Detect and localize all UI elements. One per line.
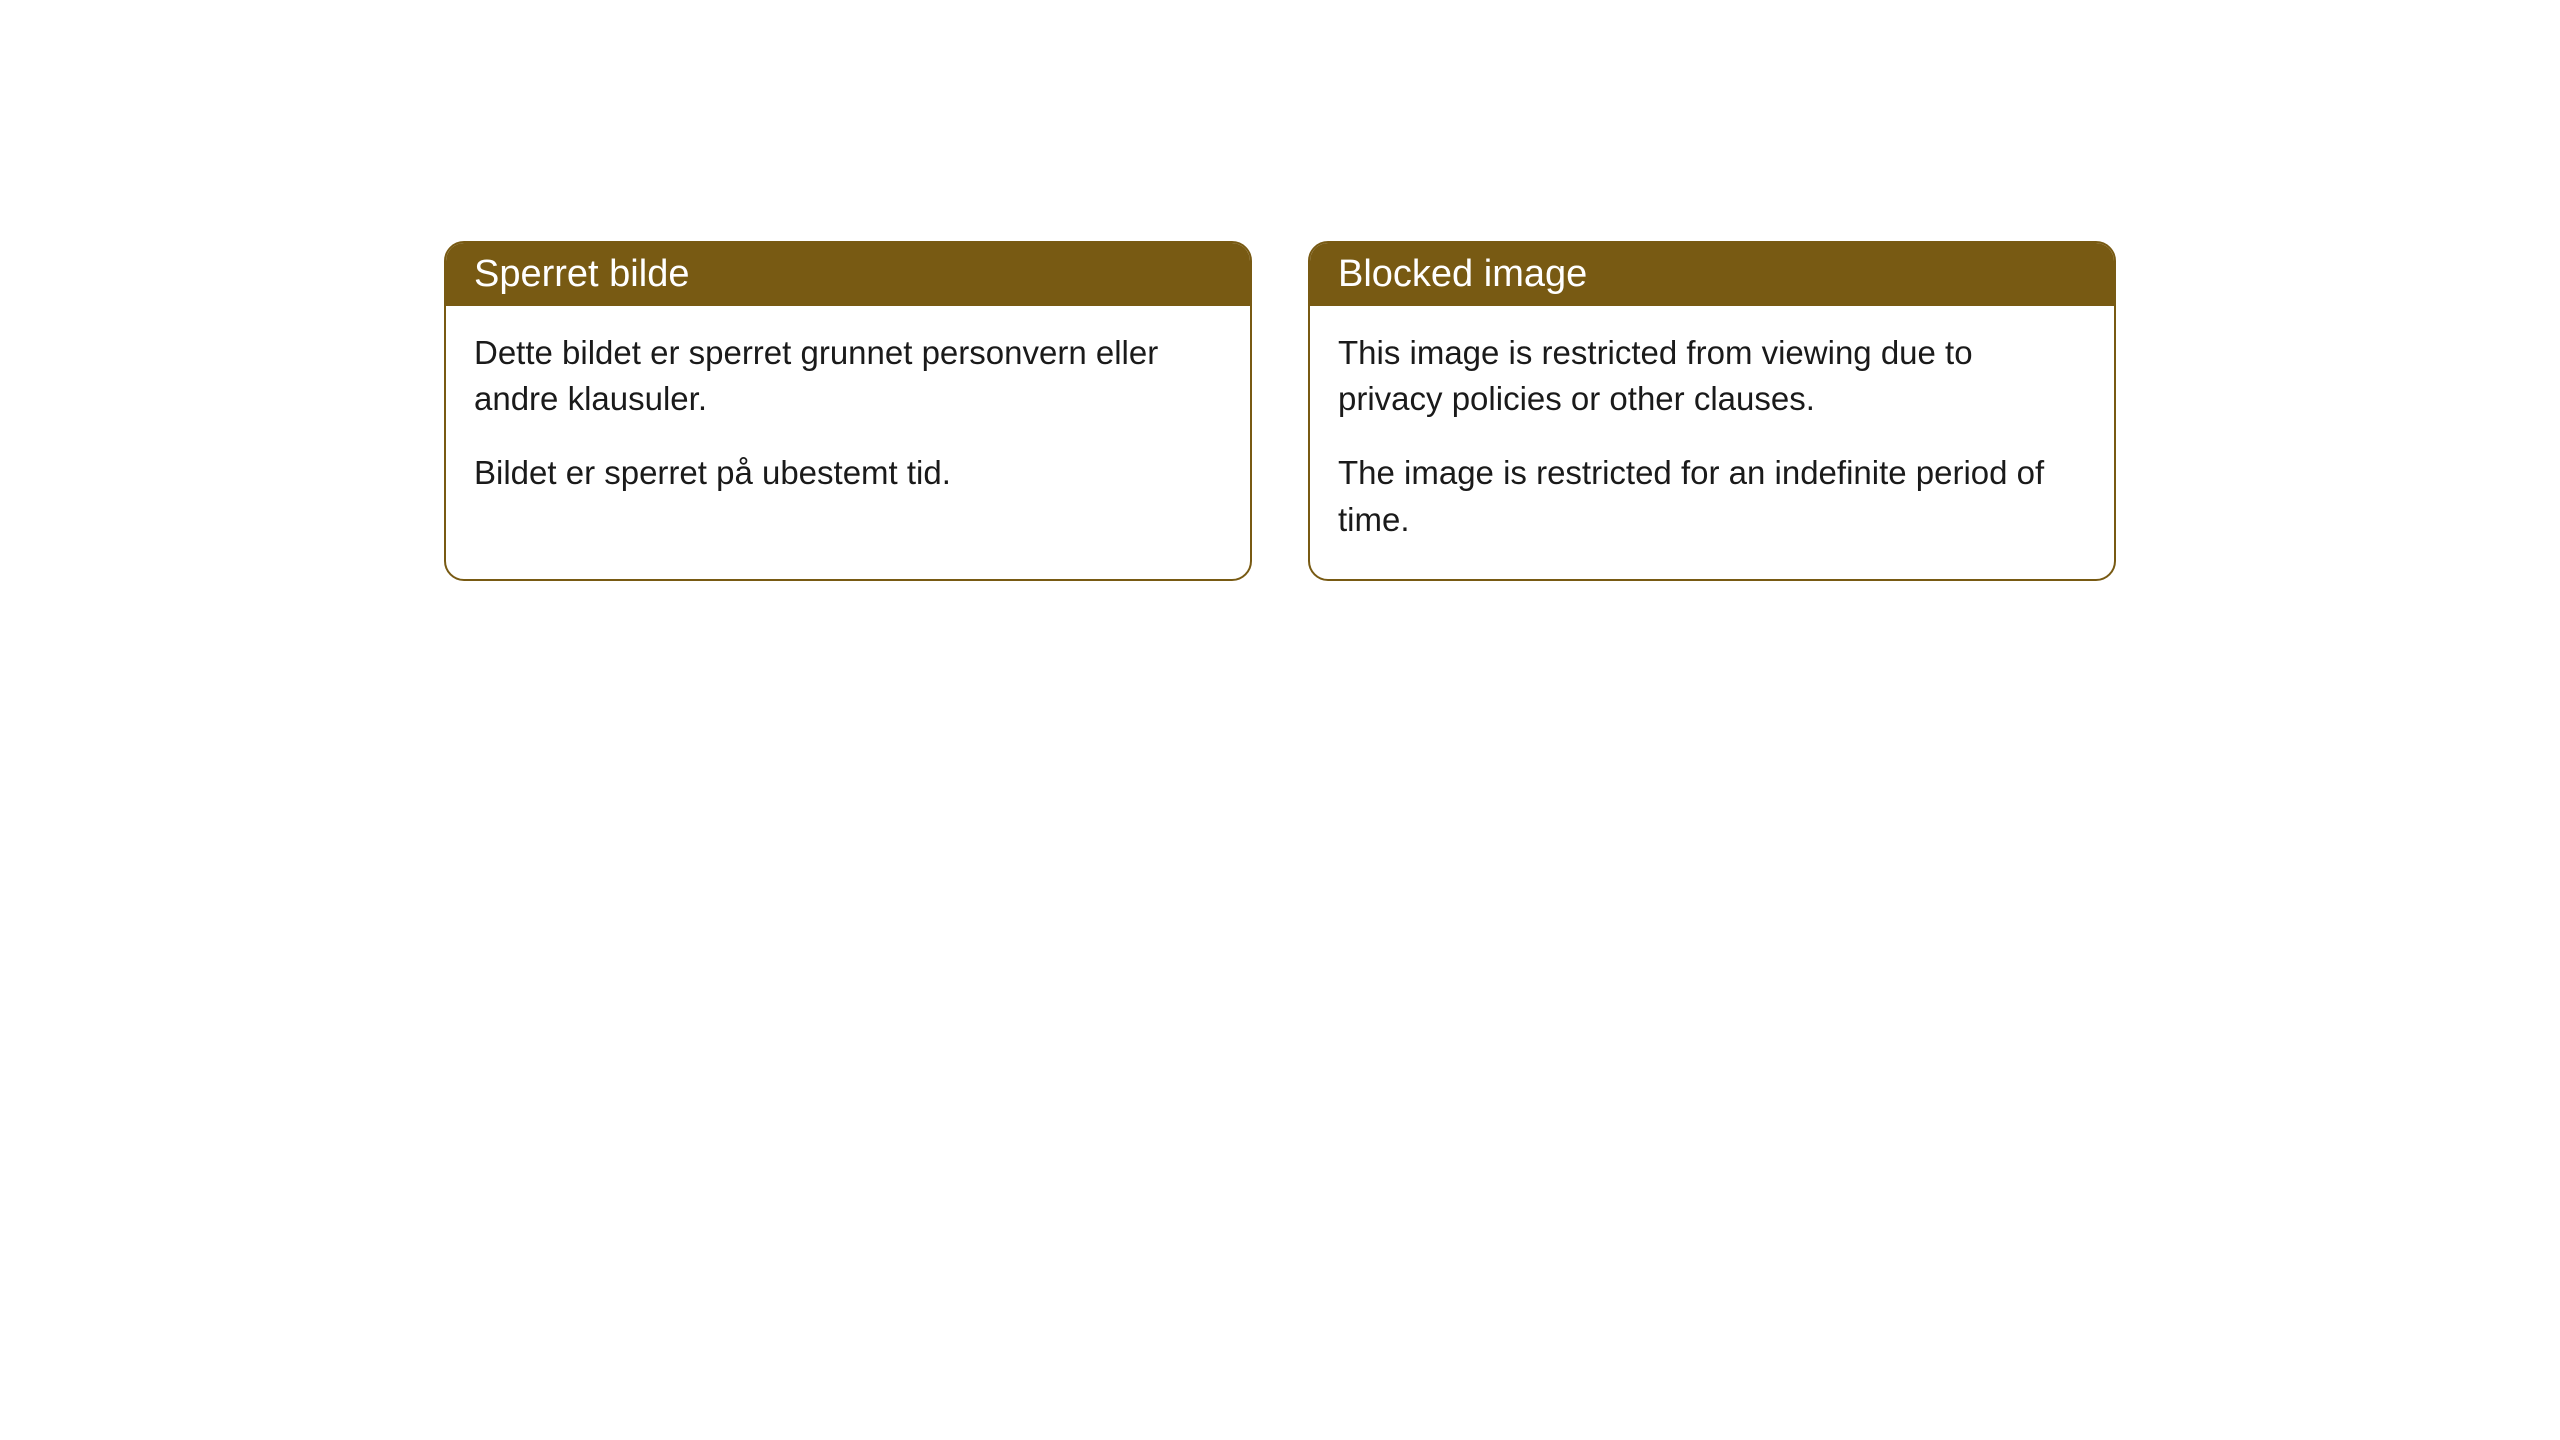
card-header-norwegian: Sperret bilde [446,243,1250,306]
cards-container: Sperret bilde Dette bildet er sperret gr… [0,241,2560,581]
card-paragraph-2-english: The image is restricted for an indefinit… [1338,450,2086,542]
card-paragraph-1-english: This image is restricted from viewing du… [1338,330,2086,422]
card-english: Blocked image This image is restricted f… [1308,241,2116,581]
card-body-norwegian: Dette bildet er sperret grunnet personve… [446,306,1250,533]
card-title-norwegian: Sperret bilde [474,253,689,295]
card-body-english: This image is restricted from viewing du… [1310,306,2114,579]
card-norwegian: Sperret bilde Dette bildet er sperret gr… [444,241,1252,581]
card-paragraph-1-norwegian: Dette bildet er sperret grunnet personve… [474,330,1222,422]
card-header-english: Blocked image [1310,243,2114,306]
card-paragraph-2-norwegian: Bildet er sperret på ubestemt tid. [474,450,1222,496]
card-title-english: Blocked image [1338,253,1587,295]
